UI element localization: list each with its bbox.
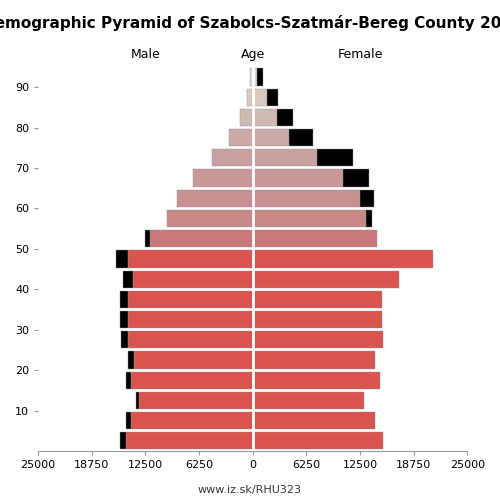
Bar [253, 331, 384, 348]
Bar [128, 250, 253, 268]
Bar [134, 352, 253, 368]
Bar [126, 372, 131, 389]
Bar [120, 311, 128, 328]
Bar [253, 352, 374, 368]
Bar [253, 109, 277, 126]
Bar [140, 392, 253, 409]
Bar [167, 210, 253, 227]
Bar [177, 190, 253, 207]
Bar [212, 150, 253, 166]
Bar [253, 190, 360, 207]
Bar [253, 412, 374, 429]
Bar [136, 392, 140, 409]
Bar [253, 270, 399, 287]
Bar [229, 129, 253, 146]
Bar [317, 150, 353, 166]
Bar [132, 270, 253, 287]
Bar [128, 331, 253, 348]
Bar [253, 68, 257, 86]
Bar [253, 392, 364, 409]
Bar [253, 150, 317, 166]
Bar [253, 230, 378, 248]
Bar [120, 291, 128, 308]
Bar [144, 230, 150, 248]
Bar [131, 412, 253, 429]
Bar [123, 270, 132, 287]
Bar [343, 170, 368, 186]
Bar [253, 129, 289, 146]
Bar [253, 372, 380, 389]
Bar [360, 190, 374, 207]
Bar [128, 352, 134, 368]
Bar [128, 291, 253, 308]
Bar [253, 170, 343, 186]
Bar [121, 331, 128, 348]
Bar [150, 230, 253, 248]
Bar [192, 170, 253, 186]
Bar [131, 372, 253, 389]
Bar [253, 210, 366, 227]
Bar [128, 311, 253, 328]
Bar [253, 432, 384, 450]
Bar [253, 311, 382, 328]
Bar [253, 250, 433, 268]
Title: Demographic Pyramid of Szabolcs-Szatmár-Bereg County 2023: Demographic Pyramid of Szabolcs-Szatmár-… [0, 15, 500, 31]
Bar [277, 109, 293, 126]
Text: www.iz.sk/RHU323: www.iz.sk/RHU323 [198, 485, 302, 495]
Text: Age: Age [240, 48, 265, 61]
Bar [126, 432, 253, 450]
Bar [289, 129, 313, 146]
Bar [366, 210, 372, 227]
Text: Male: Male [130, 48, 160, 61]
Bar [126, 412, 131, 429]
Bar [247, 88, 253, 106]
Bar [253, 291, 382, 308]
Bar [257, 68, 263, 86]
Bar [266, 88, 278, 106]
Text: Female: Female [338, 48, 383, 61]
Bar [240, 109, 253, 126]
Bar [253, 88, 266, 106]
Bar [120, 432, 126, 450]
Bar [250, 68, 253, 86]
Bar [116, 250, 128, 268]
